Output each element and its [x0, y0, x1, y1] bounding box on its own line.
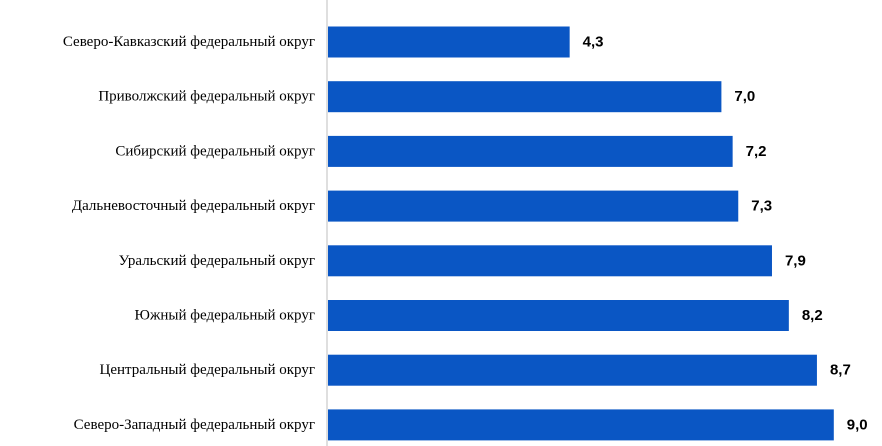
category-label: Центральный федеральный округ — [100, 362, 315, 378]
value-label: 7,0 — [734, 88, 755, 105]
category-label: Дальневосточный федеральный округ — [72, 198, 315, 214]
value-label: 9,0 — [847, 416, 868, 433]
category-label: Сибирский федеральный округ — [115, 143, 315, 159]
bar — [328, 190, 739, 222]
value-label: 4,3 — [583, 34, 604, 51]
bar — [328, 354, 817, 386]
value-label: 7,2 — [746, 143, 767, 160]
bar — [328, 135, 733, 167]
category-label: Северо-Кавказский федеральный округ — [63, 34, 315, 50]
category-label: Южный федеральный округ — [134, 308, 315, 324]
value-labels-group: 4,3 7,0 7,2 7,3 7,9 8,2 8,7 9,0 — [583, 34, 868, 434]
category-label: Приволжский федеральный округ — [98, 89, 315, 105]
bar — [328, 26, 570, 58]
value-label: 7,9 — [785, 252, 806, 269]
value-label: 7,3 — [751, 198, 772, 215]
bar — [328, 245, 772, 277]
bars-group — [328, 26, 834, 441]
category-labels-group: Северо-Кавказский федеральный округ Приво… — [63, 34, 315, 433]
value-label: 8,7 — [830, 362, 851, 379]
value-label: 8,2 — [802, 307, 823, 324]
bar — [328, 300, 789, 331]
bar — [328, 409, 834, 441]
category-label: Уральский федеральный округ — [119, 253, 315, 269]
bar — [328, 81, 722, 113]
category-label: Северо-Западный федеральный округ — [74, 417, 315, 433]
